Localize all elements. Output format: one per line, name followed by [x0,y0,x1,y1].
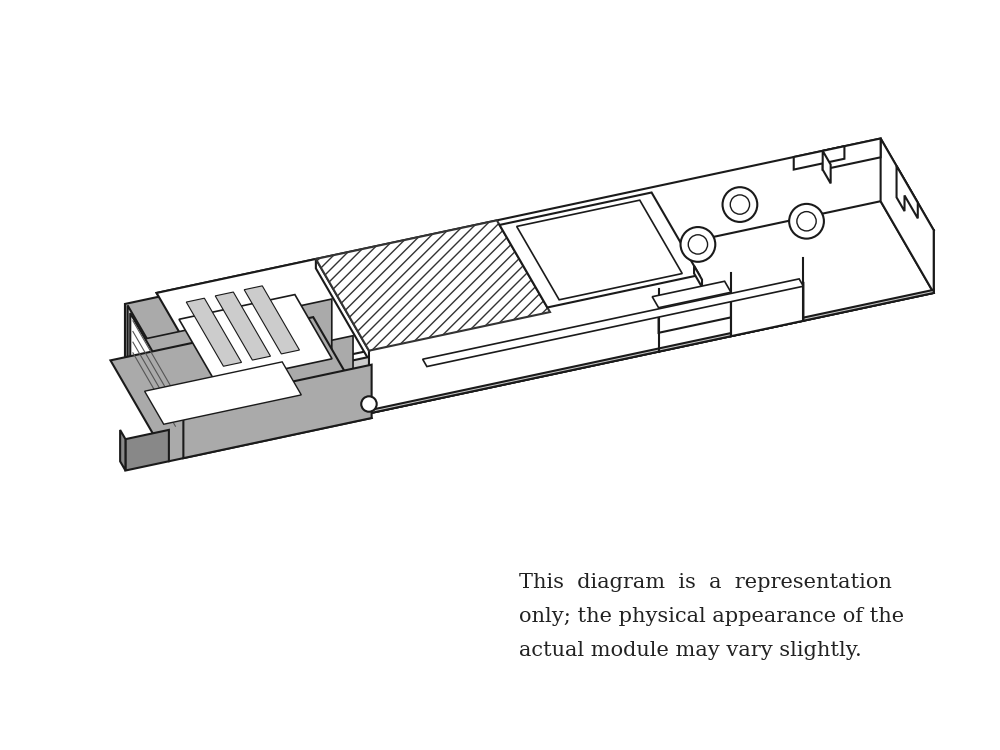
Circle shape [361,396,377,412]
Circle shape [723,188,757,222]
Polygon shape [244,286,299,354]
Polygon shape [731,283,803,336]
Polygon shape [179,295,332,383]
Polygon shape [423,279,803,367]
Circle shape [797,211,816,231]
Polygon shape [823,151,831,184]
Polygon shape [823,139,881,170]
Polygon shape [316,220,550,351]
Polygon shape [210,230,934,448]
Polygon shape [128,305,181,454]
Polygon shape [181,357,369,454]
Polygon shape [659,298,731,333]
Polygon shape [186,298,242,366]
Polygon shape [652,281,731,308]
Text: This  diagram  is  a  representation: This diagram is a representation [519,573,891,592]
Polygon shape [215,292,270,360]
Polygon shape [500,193,699,308]
Polygon shape [128,272,340,397]
Polygon shape [157,139,934,385]
Polygon shape [120,430,125,470]
Polygon shape [316,201,934,413]
Text: only; the physical appearance of the: only; the physical appearance of the [519,607,904,625]
Polygon shape [517,200,682,300]
Circle shape [688,235,708,254]
Polygon shape [157,259,369,385]
Polygon shape [369,290,934,413]
Circle shape [730,195,750,214]
Polygon shape [694,266,702,287]
Polygon shape [183,364,372,458]
Circle shape [681,227,715,262]
Polygon shape [125,430,169,470]
Polygon shape [110,317,372,461]
Polygon shape [881,139,934,293]
Polygon shape [145,362,301,424]
Polygon shape [316,259,369,360]
Polygon shape [165,336,353,426]
Polygon shape [125,264,313,357]
Polygon shape [144,299,332,389]
Polygon shape [897,166,918,218]
Text: actual module may vary slightly.: actual module may vary slightly. [519,640,861,660]
Polygon shape [794,146,844,170]
Polygon shape [130,313,178,444]
Circle shape [789,204,824,238]
